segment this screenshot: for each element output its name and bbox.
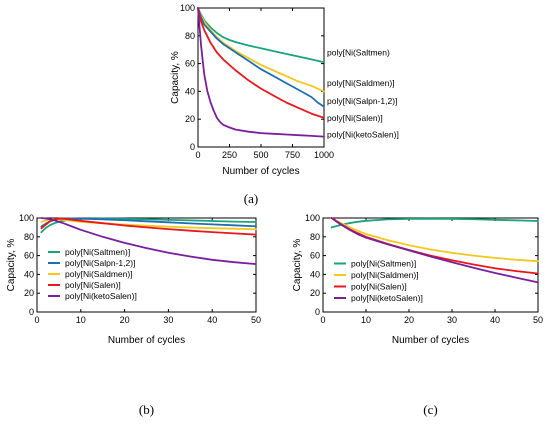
legend-entry-3: poly[Ni(Salen)] bbox=[351, 282, 407, 292]
legend-entry-5: poly[Ni(ketoSalen)] bbox=[65, 291, 137, 301]
y-tick-label: 60 bbox=[185, 59, 195, 69]
legend-entry-4: poly[Ni(ketoSalen)] bbox=[351, 293, 423, 303]
x-tick-label: 10 bbox=[361, 315, 371, 325]
legend-entry-1: poly[Ni(Saltmen)] bbox=[65, 247, 130, 257]
x-axis-label: Number of cycles bbox=[108, 335, 185, 346]
series-line-1 bbox=[197, 7, 325, 64]
series-line-2 bbox=[197, 7, 325, 93]
y-axis-label: Capacity, % bbox=[170, 51, 181, 104]
legend-entry-2: poly[Ni(Salpn-1,2)] bbox=[65, 258, 135, 268]
series-line-4 bbox=[197, 7, 325, 119]
series-label-2: poly[Ni(Saldmen)] bbox=[327, 78, 395, 88]
legend-entry-3: poly[Ni(Saldmen)] bbox=[65, 269, 133, 279]
series-label-1: poly[Ni(Saltmen) bbox=[327, 47, 390, 57]
chart-panel-a: 0 250 500 750 1000 0 20 40 60 80 100 Number of cycl… bbox=[170, 3, 399, 206]
series-line-5 bbox=[40, 217, 257, 266]
series-line-5 bbox=[197, 7, 325, 138]
x-tick-label: 0 bbox=[34, 315, 39, 325]
x-tick-label: 40 bbox=[207, 315, 217, 325]
y-tick-label: 60 bbox=[24, 251, 34, 261]
x-axis-label: Number of cycles bbox=[392, 335, 469, 346]
series-line-4 bbox=[330, 217, 539, 284]
series-line-2 bbox=[330, 217, 539, 263]
y-axis-label: Capacity, % bbox=[292, 239, 303, 292]
x-tick-label: 10 bbox=[76, 315, 86, 325]
y-tick-label: 0 bbox=[315, 307, 320, 317]
series-label-5: poly[Ni(ketoSalen)] bbox=[327, 129, 399, 139]
x-tick-label: 50 bbox=[533, 315, 543, 325]
x-axis-label: Number of cycles bbox=[222, 166, 299, 177]
y-tick-label: 100 bbox=[19, 213, 34, 223]
y-tick-label: 40 bbox=[185, 86, 195, 96]
legend-entry-1: poly[Ni(Saltmen)] bbox=[351, 259, 416, 269]
y-axis-label: Capacity, % bbox=[6, 239, 17, 292]
x-tick-label: 40 bbox=[490, 315, 500, 325]
x-tick-label: 250 bbox=[222, 150, 237, 160]
y-tick-label: 0 bbox=[190, 142, 195, 152]
x-tick-label: 750 bbox=[285, 150, 300, 160]
y-tick-label: 80 bbox=[310, 232, 320, 242]
chart-panel-c: 0 10 20 30 40 50 0 20 40 60 80 100 Number of cycles C… bbox=[292, 213, 543, 417]
x-tick-label: 0 bbox=[320, 315, 325, 325]
x-tick-label: 0 bbox=[195, 150, 200, 160]
plot-frame bbox=[197, 7, 325, 148]
y-tick-label: 100 bbox=[180, 3, 195, 13]
y-tick-label: 60 bbox=[310, 251, 320, 261]
panel-label: (c) bbox=[423, 402, 437, 417]
y-tick-label: 100 bbox=[305, 213, 320, 223]
series-label-4: poly[Ni(Salen)] bbox=[327, 113, 383, 123]
panel-label: (b) bbox=[139, 402, 154, 417]
x-tick-label: 50 bbox=[251, 315, 261, 325]
x-tick-label: 30 bbox=[163, 315, 173, 325]
y-tick-label: 20 bbox=[185, 114, 195, 124]
y-tick-label: 80 bbox=[185, 31, 195, 41]
series-line-3 bbox=[197, 7, 325, 108]
y-tick-label: 0 bbox=[29, 307, 34, 317]
x-tick-label: 1000 bbox=[314, 150, 334, 160]
y-tick-label: 40 bbox=[24, 269, 34, 279]
legend-entry-4: poly[Ni(Salen)] bbox=[65, 280, 121, 290]
x-tick-label: 500 bbox=[253, 150, 268, 160]
y-tick-label: 20 bbox=[24, 288, 34, 298]
legend-entry-2: poly[Ni(Saldmen)] bbox=[351, 270, 419, 280]
x-tick-label: 20 bbox=[120, 315, 130, 325]
series-label-3: poly[Ni(Salpn-1,2)] bbox=[327, 96, 397, 106]
panel-label: (a) bbox=[244, 191, 258, 206]
y-tick-label: 20 bbox=[310, 288, 320, 298]
y-tick-label: 80 bbox=[24, 232, 34, 242]
series-line-1 bbox=[330, 217, 539, 229]
y-tick-label: 40 bbox=[310, 269, 320, 279]
x-tick-label: 30 bbox=[447, 315, 457, 325]
chart-panel-b: 0 10 20 30 40 50 0 20 40 60 80 100 Number of cycles C… bbox=[6, 213, 261, 417]
x-tick-label: 20 bbox=[404, 315, 414, 325]
